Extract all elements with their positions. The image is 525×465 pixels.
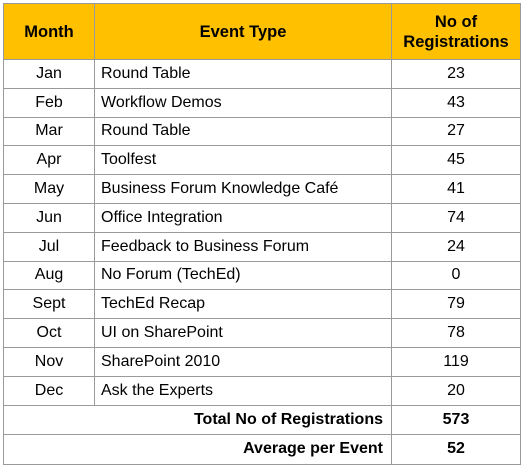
month-column-header: Month	[3, 3, 95, 60]
month-cell: Nov	[3, 346, 95, 377]
registrations-cell: 0	[391, 260, 521, 291]
table-row: Jan Round Table 23	[3, 59, 521, 89]
event-type-cell: Toolfest	[94, 145, 392, 176]
registrations-cell: 24	[391, 231, 521, 262]
event-type-cell: Feedback to Business Forum	[94, 231, 392, 262]
table-row: Aug No Forum (TechEd) 0	[3, 260, 521, 291]
table-body: Jan Round Table 23 Feb Workflow Demos 43 Mar Ro…	[3, 59, 521, 465]
event-type-cell: Business Forum Knowledge Café	[94, 174, 392, 204]
summary-row: Average per Event 52	[3, 434, 521, 465]
summary-label: Total No of Registrations	[3, 404, 392, 436]
event-type-column-header: Event Type	[94, 3, 392, 60]
table-row: May Business Forum Knowledge Café 41	[3, 174, 521, 204]
table-row: Feb Workflow Demos 43	[3, 87, 521, 118]
month-cell: Jul	[3, 231, 95, 262]
event-type-cell: Round Table	[94, 59, 392, 89]
registrations-cell: 20	[391, 375, 521, 406]
table-row: Mar Round Table 27	[3, 116, 521, 147]
registrations-column-header: No of Registrations	[391, 3, 521, 60]
month-cell: Aug	[3, 260, 95, 291]
registrations-table-container: Month Event Type No of Registrations Jan…	[3, 3, 521, 465]
table-row: Sept TechEd Recap 79	[3, 289, 521, 320]
month-cell: Oct	[3, 318, 95, 348]
table-row: Nov SharePoint 2010 119	[3, 346, 521, 377]
table-row: Jun Office Integration 74	[3, 202, 521, 233]
registrations-cell: 43	[391, 87, 521, 118]
table-row: Dec Ask the Experts 20	[3, 375, 521, 406]
registrations-cell: 119	[391, 346, 521, 377]
event-type-cell: No Forum (TechEd)	[94, 260, 392, 291]
table-row: Apr Toolfest 45	[3, 145, 521, 176]
registrations-cell: 41	[391, 174, 521, 204]
event-type-cell: Office Integration	[94, 202, 392, 233]
table-row: Jul Feedback to Business Forum 24	[3, 231, 521, 262]
registrations-cell: 74	[391, 202, 521, 233]
summary-label: Average per Event	[3, 434, 392, 465]
month-cell: Jan	[3, 59, 95, 89]
summary-value: 52	[391, 434, 521, 465]
event-type-cell: Workflow Demos	[94, 87, 392, 118]
month-cell: Sept	[3, 289, 95, 320]
registrations-cell: 45	[391, 145, 521, 176]
registrations-table: Month Event Type No of Registrations Jan…	[3, 3, 521, 465]
event-type-cell: Ask the Experts	[94, 375, 392, 406]
event-type-cell: TechEd Recap	[94, 289, 392, 320]
event-type-cell: SharePoint 2010	[94, 346, 392, 377]
registrations-cell: 23	[391, 59, 521, 89]
event-type-cell: Round Table	[94, 116, 392, 147]
event-type-cell: UI on SharePoint	[94, 318, 392, 348]
summary-value: 573	[391, 404, 521, 436]
registrations-cell: 79	[391, 289, 521, 320]
month-cell: Feb	[3, 87, 95, 118]
summary-row: Total No of Registrations 573	[3, 404, 521, 436]
registrations-cell: 27	[391, 116, 521, 147]
month-cell: Apr	[3, 145, 95, 176]
month-cell: Mar	[3, 116, 95, 147]
header-row: Month Event Type No of Registrations	[3, 3, 521, 60]
table-header: Month Event Type No of Registrations	[3, 3, 521, 60]
month-cell: Dec	[3, 375, 95, 406]
table-row: Oct UI on SharePoint 78	[3, 318, 521, 348]
registrations-cell: 78	[391, 318, 521, 348]
month-cell: Jun	[3, 202, 95, 233]
month-cell: May	[3, 174, 95, 204]
